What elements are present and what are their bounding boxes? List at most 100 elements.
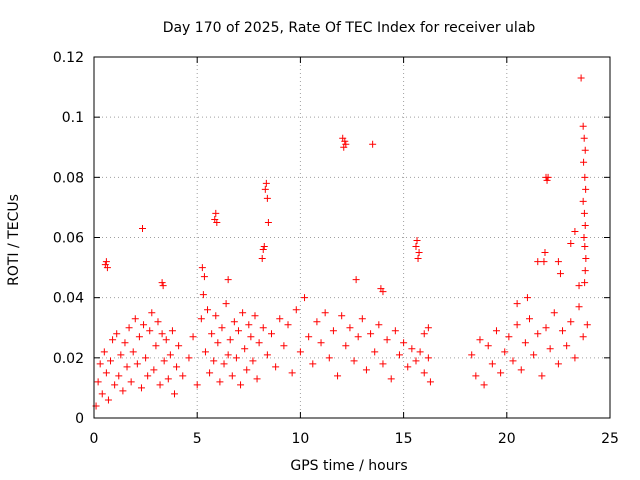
data-point xyxy=(241,345,249,353)
data-point xyxy=(321,309,329,317)
data-point xyxy=(245,321,253,329)
data-point xyxy=(237,381,245,389)
data-point xyxy=(102,258,110,266)
data-point xyxy=(239,309,247,317)
data-point xyxy=(379,288,387,296)
data-point xyxy=(581,267,589,275)
data-point xyxy=(218,324,226,332)
axis-ticks: 0 5 10 15 20 25 0 0.02 0.04 0.06 0.08 0.1 0.12 xyxy=(53,50,619,447)
data-point xyxy=(263,194,271,202)
data-point xyxy=(317,339,325,347)
data-point xyxy=(137,384,145,392)
data-point xyxy=(224,351,232,359)
data-point xyxy=(414,255,422,263)
data-point xyxy=(346,324,354,332)
data-point xyxy=(541,249,549,257)
data-point xyxy=(538,372,546,380)
data-point xyxy=(260,243,268,251)
data-point xyxy=(575,303,583,311)
data-point xyxy=(198,264,206,272)
data-point xyxy=(420,369,428,377)
data-point xyxy=(109,336,117,344)
data-point xyxy=(352,276,360,284)
data-point xyxy=(338,312,346,320)
data-point xyxy=(571,354,579,362)
data-point xyxy=(358,315,366,323)
data-point xyxy=(259,246,267,254)
data-point xyxy=(100,348,108,356)
data-point xyxy=(208,330,216,338)
data-point xyxy=(119,387,127,395)
data-point xyxy=(375,321,383,329)
data-point xyxy=(412,357,420,365)
data-point xyxy=(189,333,197,341)
data-point xyxy=(224,276,232,284)
data-point xyxy=(104,396,112,404)
data-point xyxy=(200,273,208,281)
data-point xyxy=(296,348,304,356)
data-point xyxy=(264,218,272,226)
data-point xyxy=(305,333,313,341)
data-point xyxy=(580,134,588,142)
data-point xyxy=(581,243,589,251)
data-point xyxy=(420,330,428,338)
data-point xyxy=(416,348,424,356)
data-point xyxy=(193,381,201,389)
data-point xyxy=(334,372,342,380)
data-point xyxy=(249,357,257,365)
data-point xyxy=(580,209,588,217)
data-point xyxy=(369,140,377,148)
data-point xyxy=(391,327,399,335)
data-point xyxy=(534,330,542,338)
data-point xyxy=(579,333,587,341)
data-point xyxy=(371,348,379,356)
data-point xyxy=(131,315,139,323)
data-point xyxy=(582,255,590,263)
data-point xyxy=(179,372,187,380)
data-point xyxy=(404,363,412,371)
data-point xyxy=(175,342,183,350)
data-point xyxy=(472,372,480,380)
data-point xyxy=(559,327,567,335)
data-point xyxy=(280,342,288,350)
data-point xyxy=(168,327,176,335)
data-point xyxy=(113,330,121,338)
data-point xyxy=(107,357,115,365)
data-point xyxy=(575,282,583,290)
x-axis-label: GPS time / hours xyxy=(290,458,407,474)
data-point xyxy=(400,339,408,347)
x-tick-label: 25 xyxy=(601,431,619,447)
data-point xyxy=(230,318,238,326)
data-point xyxy=(259,324,267,332)
data-point xyxy=(513,321,521,329)
data-point xyxy=(251,312,259,320)
data-point xyxy=(509,357,517,365)
data-point xyxy=(354,333,362,341)
data-point xyxy=(276,315,284,323)
data-point xyxy=(201,348,209,356)
x-tick-label: 0 xyxy=(90,431,99,447)
data-point xyxy=(505,333,513,341)
data-point xyxy=(580,158,588,166)
y-tick-label: 0.02 xyxy=(53,351,84,367)
data-point xyxy=(139,224,147,232)
y-tick-label: 0 xyxy=(75,411,84,427)
data-point xyxy=(387,375,395,383)
data-point xyxy=(383,336,391,344)
chart-title: Day 170 of 2025, Rate Of TEC Index for r… xyxy=(163,20,536,36)
data-point xyxy=(309,360,317,368)
data-point xyxy=(530,351,538,359)
data-point xyxy=(571,227,579,235)
data-point xyxy=(142,354,150,362)
data-point xyxy=(350,357,358,365)
data-point xyxy=(554,258,562,266)
data-point xyxy=(243,366,251,374)
data-point xyxy=(212,209,220,217)
data-point xyxy=(554,360,562,368)
data-point xyxy=(247,333,255,341)
data-point xyxy=(262,179,270,187)
data-point xyxy=(222,300,230,308)
data-point xyxy=(170,390,178,398)
data-point xyxy=(362,366,370,374)
data-point xyxy=(226,336,234,344)
